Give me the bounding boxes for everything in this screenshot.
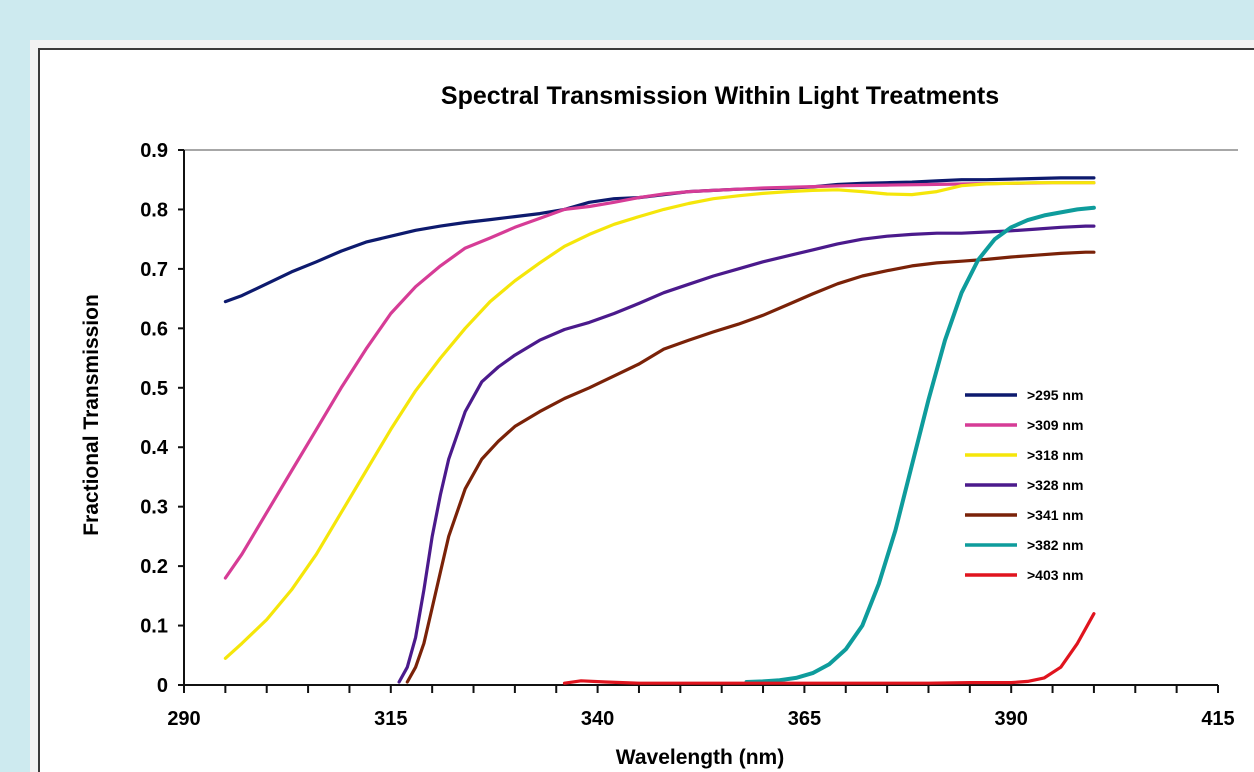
series-line [405,250,1096,684]
series-line [223,181,1096,580]
series-line [562,612,1096,685]
y-tick-label: 0.7 [140,259,168,281]
axes: 0 0.1 0.2 0.3 0.4 0.5 0.6 0.7 0.8 0.9 290 315 340 365… [140,140,1238,730]
chart-title: Spectral Transmission Within Light Treat… [441,82,999,110]
y-tick-label: 0.5 [140,378,168,400]
legend-label: >309 nm [1027,417,1083,433]
x-axis-label: Wavelength (nm) [616,746,784,769]
y-tick-label: 0.3 [140,497,168,519]
legend-label: >318 nm [1027,447,1083,463]
y-tick-label: 0 [157,675,168,697]
series-line [397,224,1096,684]
legend-label: >328 nm [1027,477,1083,493]
y-tick-label: 0.4 [140,437,169,459]
legend-label: >295 nm [1027,387,1083,403]
legend-label: >382 nm [1027,537,1083,553]
series-line [223,181,1096,660]
legend: >295 nm >309 nm >318 nm >328 nm >341 nm >382 … [965,387,1083,583]
y-tick-label: 0.8 [140,199,168,221]
x-tick-label: 290 [167,708,200,730]
chart-panel [38,48,1254,772]
x-tick-label: 415 [1201,708,1234,730]
x-tick-label: 315 [374,708,407,730]
x-tick-label: 340 [581,708,614,730]
y-tick-label: 0.6 [140,318,168,340]
series-line [223,176,1096,304]
y-tick-label: 0.1 [140,616,168,638]
series-line [744,205,1096,684]
y-axis-label: Fractional Transmission [80,294,103,536]
series-layer [223,176,1096,685]
legend-label: >403 nm [1027,567,1083,583]
y-tick-label: 0.9 [140,140,168,162]
y-tick-label: 0.2 [140,556,168,578]
x-tick-label: 365 [788,708,821,730]
x-tick-label: 390 [995,708,1028,730]
legend-label: >341 nm [1027,507,1083,523]
